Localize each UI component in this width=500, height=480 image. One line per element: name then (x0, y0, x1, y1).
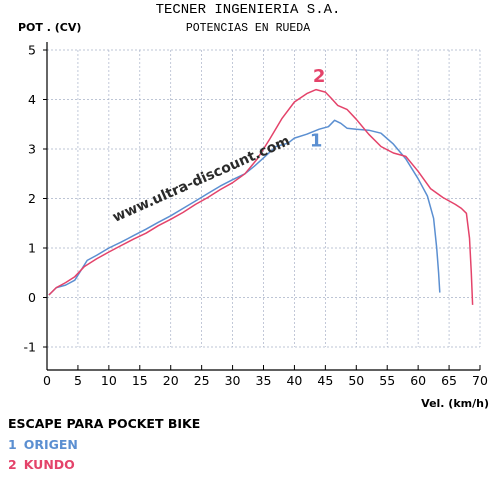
x-tick-label: 65 (441, 373, 457, 388)
x-tick-label: 55 (379, 373, 395, 388)
x-tick-label: 45 (317, 373, 333, 388)
series-line-1 (48, 119, 441, 296)
series-label-1: 1 (310, 131, 323, 152)
gridlines (47, 49, 481, 348)
series-label-2: 2 (313, 66, 326, 87)
legend-item-origen: 1 ORIGEN (8, 437, 78, 452)
axes (43, 42, 481, 371)
y-tick-label: 3 (28, 142, 36, 157)
series-line-2 (48, 88, 474, 305)
x-tick-label: 50 (348, 373, 364, 388)
y-axis-label: POT . (CV) (18, 21, 81, 34)
x-tick-label: 35 (256, 373, 272, 388)
x-tick-label: 25 (194, 373, 210, 388)
x-tick-label: 15 (132, 373, 148, 388)
x-tick-label: 20 (163, 373, 179, 388)
y-tick-label: 5 (28, 43, 36, 58)
x-tick-label: 0 (43, 373, 51, 388)
chart-subtitle: POTENCIAS EN RUEDA (186, 22, 310, 35)
y-tick-label: 1 (28, 241, 36, 256)
y-tick-label: 0 (28, 290, 36, 305)
y-tick-label: 2 (28, 191, 36, 206)
x-tick-label: 70 (472, 373, 488, 388)
caption-title: ESCAPE PARA POCKET BIKE (8, 416, 200, 431)
x-tick-label: 40 (286, 373, 302, 388)
chart-text: TECNER INGENIERIA S.A. POTENCIAS EN RUED… (8, 2, 489, 472)
data-series: 12 (48, 66, 474, 305)
x-axis-label: Vel. (km/h) (421, 397, 489, 410)
x-tick-label: 10 (101, 373, 117, 388)
y-tick-label: -1 (24, 340, 36, 355)
x-tick-label: 30 (225, 373, 241, 388)
company-title: TECNER INGENIERIA S.A. (156, 2, 341, 18)
legend-item-kundo: 2 KUNDO (8, 457, 75, 472)
y-tick-label: 4 (28, 92, 36, 107)
x-tick-label: 60 (410, 373, 426, 388)
x-tick-label: 5 (74, 373, 82, 388)
